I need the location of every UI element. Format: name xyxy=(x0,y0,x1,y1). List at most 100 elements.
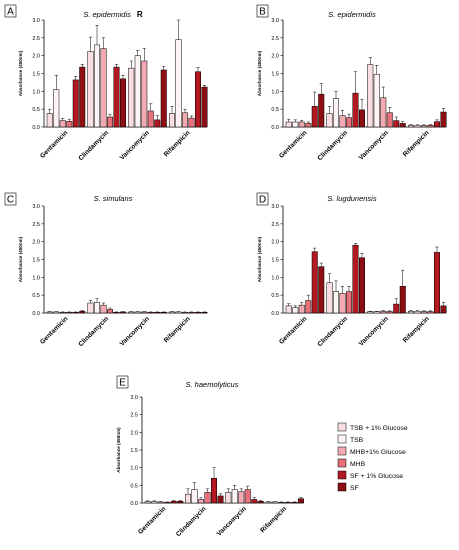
bar xyxy=(238,491,245,504)
bar xyxy=(79,66,86,128)
y-tick-label: 1.5 xyxy=(130,448,138,454)
bar xyxy=(134,311,141,314)
panel-letter: C xyxy=(7,195,14,206)
bar xyxy=(157,501,164,504)
bar xyxy=(399,286,406,314)
legend-swatch xyxy=(337,482,347,492)
bar xyxy=(201,86,208,128)
y-tick-label: 3.0 xyxy=(271,18,279,24)
bar xyxy=(326,113,333,128)
bar xyxy=(79,310,86,314)
bar xyxy=(195,71,201,128)
bar xyxy=(151,501,158,504)
legend-label: SF xyxy=(350,485,359,492)
bar xyxy=(380,310,387,314)
panel-letter: B xyxy=(259,7,266,18)
bar xyxy=(195,312,201,314)
bar xyxy=(128,67,135,128)
bar xyxy=(66,121,73,128)
bar xyxy=(66,312,73,314)
bar xyxy=(225,492,232,504)
y-tick-label: 3.0 xyxy=(271,204,279,210)
bar xyxy=(59,312,66,314)
bar xyxy=(298,498,304,504)
legend: TSB + 1% Glucose TSB MHB+1% Glucose MHB SF +… xyxy=(337,422,408,492)
bar xyxy=(386,311,393,314)
bar xyxy=(160,69,167,128)
bar xyxy=(408,310,414,314)
bar xyxy=(305,300,312,314)
bar xyxy=(339,115,346,128)
bar xyxy=(421,125,427,128)
chart-title-species: S. simulans xyxy=(94,194,133,203)
legend-label: TSB + 1% Glucose xyxy=(350,425,408,432)
bar xyxy=(285,121,292,128)
y-axis-label: Absorbance (450nm) xyxy=(18,236,23,282)
bar xyxy=(251,499,258,504)
panel-letter-box xyxy=(116,375,129,389)
bar xyxy=(107,309,113,314)
bar xyxy=(217,495,224,504)
y-tick-label: 3.0 xyxy=(32,18,40,24)
bar xyxy=(292,307,299,314)
chart-panel-b: B S. epidermidis 0.0 0.5 1.0 1.5 2.0 2.5 3.0 Abso… xyxy=(256,4,447,162)
bar xyxy=(285,502,291,504)
bar xyxy=(359,109,365,128)
y-tick-label: 0.0 xyxy=(32,311,40,317)
bar xyxy=(188,117,195,128)
y-tick-label: 2.0 xyxy=(130,430,138,436)
bar xyxy=(311,106,318,128)
bar xyxy=(339,293,346,314)
bar xyxy=(147,110,154,128)
bar xyxy=(87,51,94,128)
chart-panel-c: C S. simulans 0.0 0.5 1.0 1.5 2.0 2.5 3.0 Absorba… xyxy=(4,192,208,348)
y-tick-label: 1.0 xyxy=(271,89,279,95)
category-label: Clindamycin xyxy=(316,129,349,162)
bar xyxy=(154,312,161,314)
bar xyxy=(94,44,100,128)
category-label: Vancomycin xyxy=(119,315,151,347)
bar xyxy=(305,123,312,128)
y-tick-label: 2.5 xyxy=(32,222,40,228)
bar xyxy=(291,502,298,504)
bar xyxy=(393,303,400,314)
y-tick-label: 1.5 xyxy=(32,258,40,264)
chart-panel-d: D S. lugdunensis 0.0 0.5 1.0 1.5 2.0 2.5 3.0 Abso… xyxy=(256,192,447,348)
chart-title: S. lugdunensis xyxy=(327,194,376,203)
y-axis-label: Absorbance (450nm) xyxy=(257,50,262,96)
y-tick-label: 2.0 xyxy=(271,54,279,60)
bar xyxy=(100,48,107,128)
bar xyxy=(326,282,333,314)
y-tick-label: 2.5 xyxy=(271,222,279,228)
bar xyxy=(72,312,79,314)
bar xyxy=(46,113,53,128)
chart-panel-a: A S. epidermidis R 0.0 0.5 1.0 1.5 2.0 2.5 3.0 Abs… xyxy=(4,4,208,162)
bar xyxy=(204,492,211,504)
bar xyxy=(182,112,188,128)
legend-label: MHB+1% Glucose xyxy=(350,449,406,456)
category-label: Gentamicin xyxy=(39,129,69,159)
panel-letter-box xyxy=(256,192,269,206)
bar xyxy=(359,257,365,314)
bar xyxy=(182,312,188,314)
y-tick-label: 2.5 xyxy=(32,36,40,42)
bar xyxy=(169,113,175,128)
y-tick-label: 0.5 xyxy=(271,293,279,299)
bar xyxy=(352,244,359,314)
category-label: Clindamycin xyxy=(316,315,349,348)
category-label: Vancomycin xyxy=(358,129,390,161)
bar xyxy=(265,501,272,504)
bar xyxy=(408,124,414,128)
bar xyxy=(386,112,393,128)
y-axis-label: Absorbance (450nm) xyxy=(116,427,121,473)
bar xyxy=(191,489,198,504)
chart-title-species: S. epidermidis xyxy=(328,10,376,19)
bar xyxy=(170,500,177,504)
bar xyxy=(272,501,278,504)
category-label: Gentamicin xyxy=(137,505,167,535)
legend-swatch xyxy=(337,470,347,480)
y-tick-label: 0.0 xyxy=(271,125,279,131)
chart-title: S. epidermidis R xyxy=(83,10,143,19)
bar xyxy=(380,97,387,128)
